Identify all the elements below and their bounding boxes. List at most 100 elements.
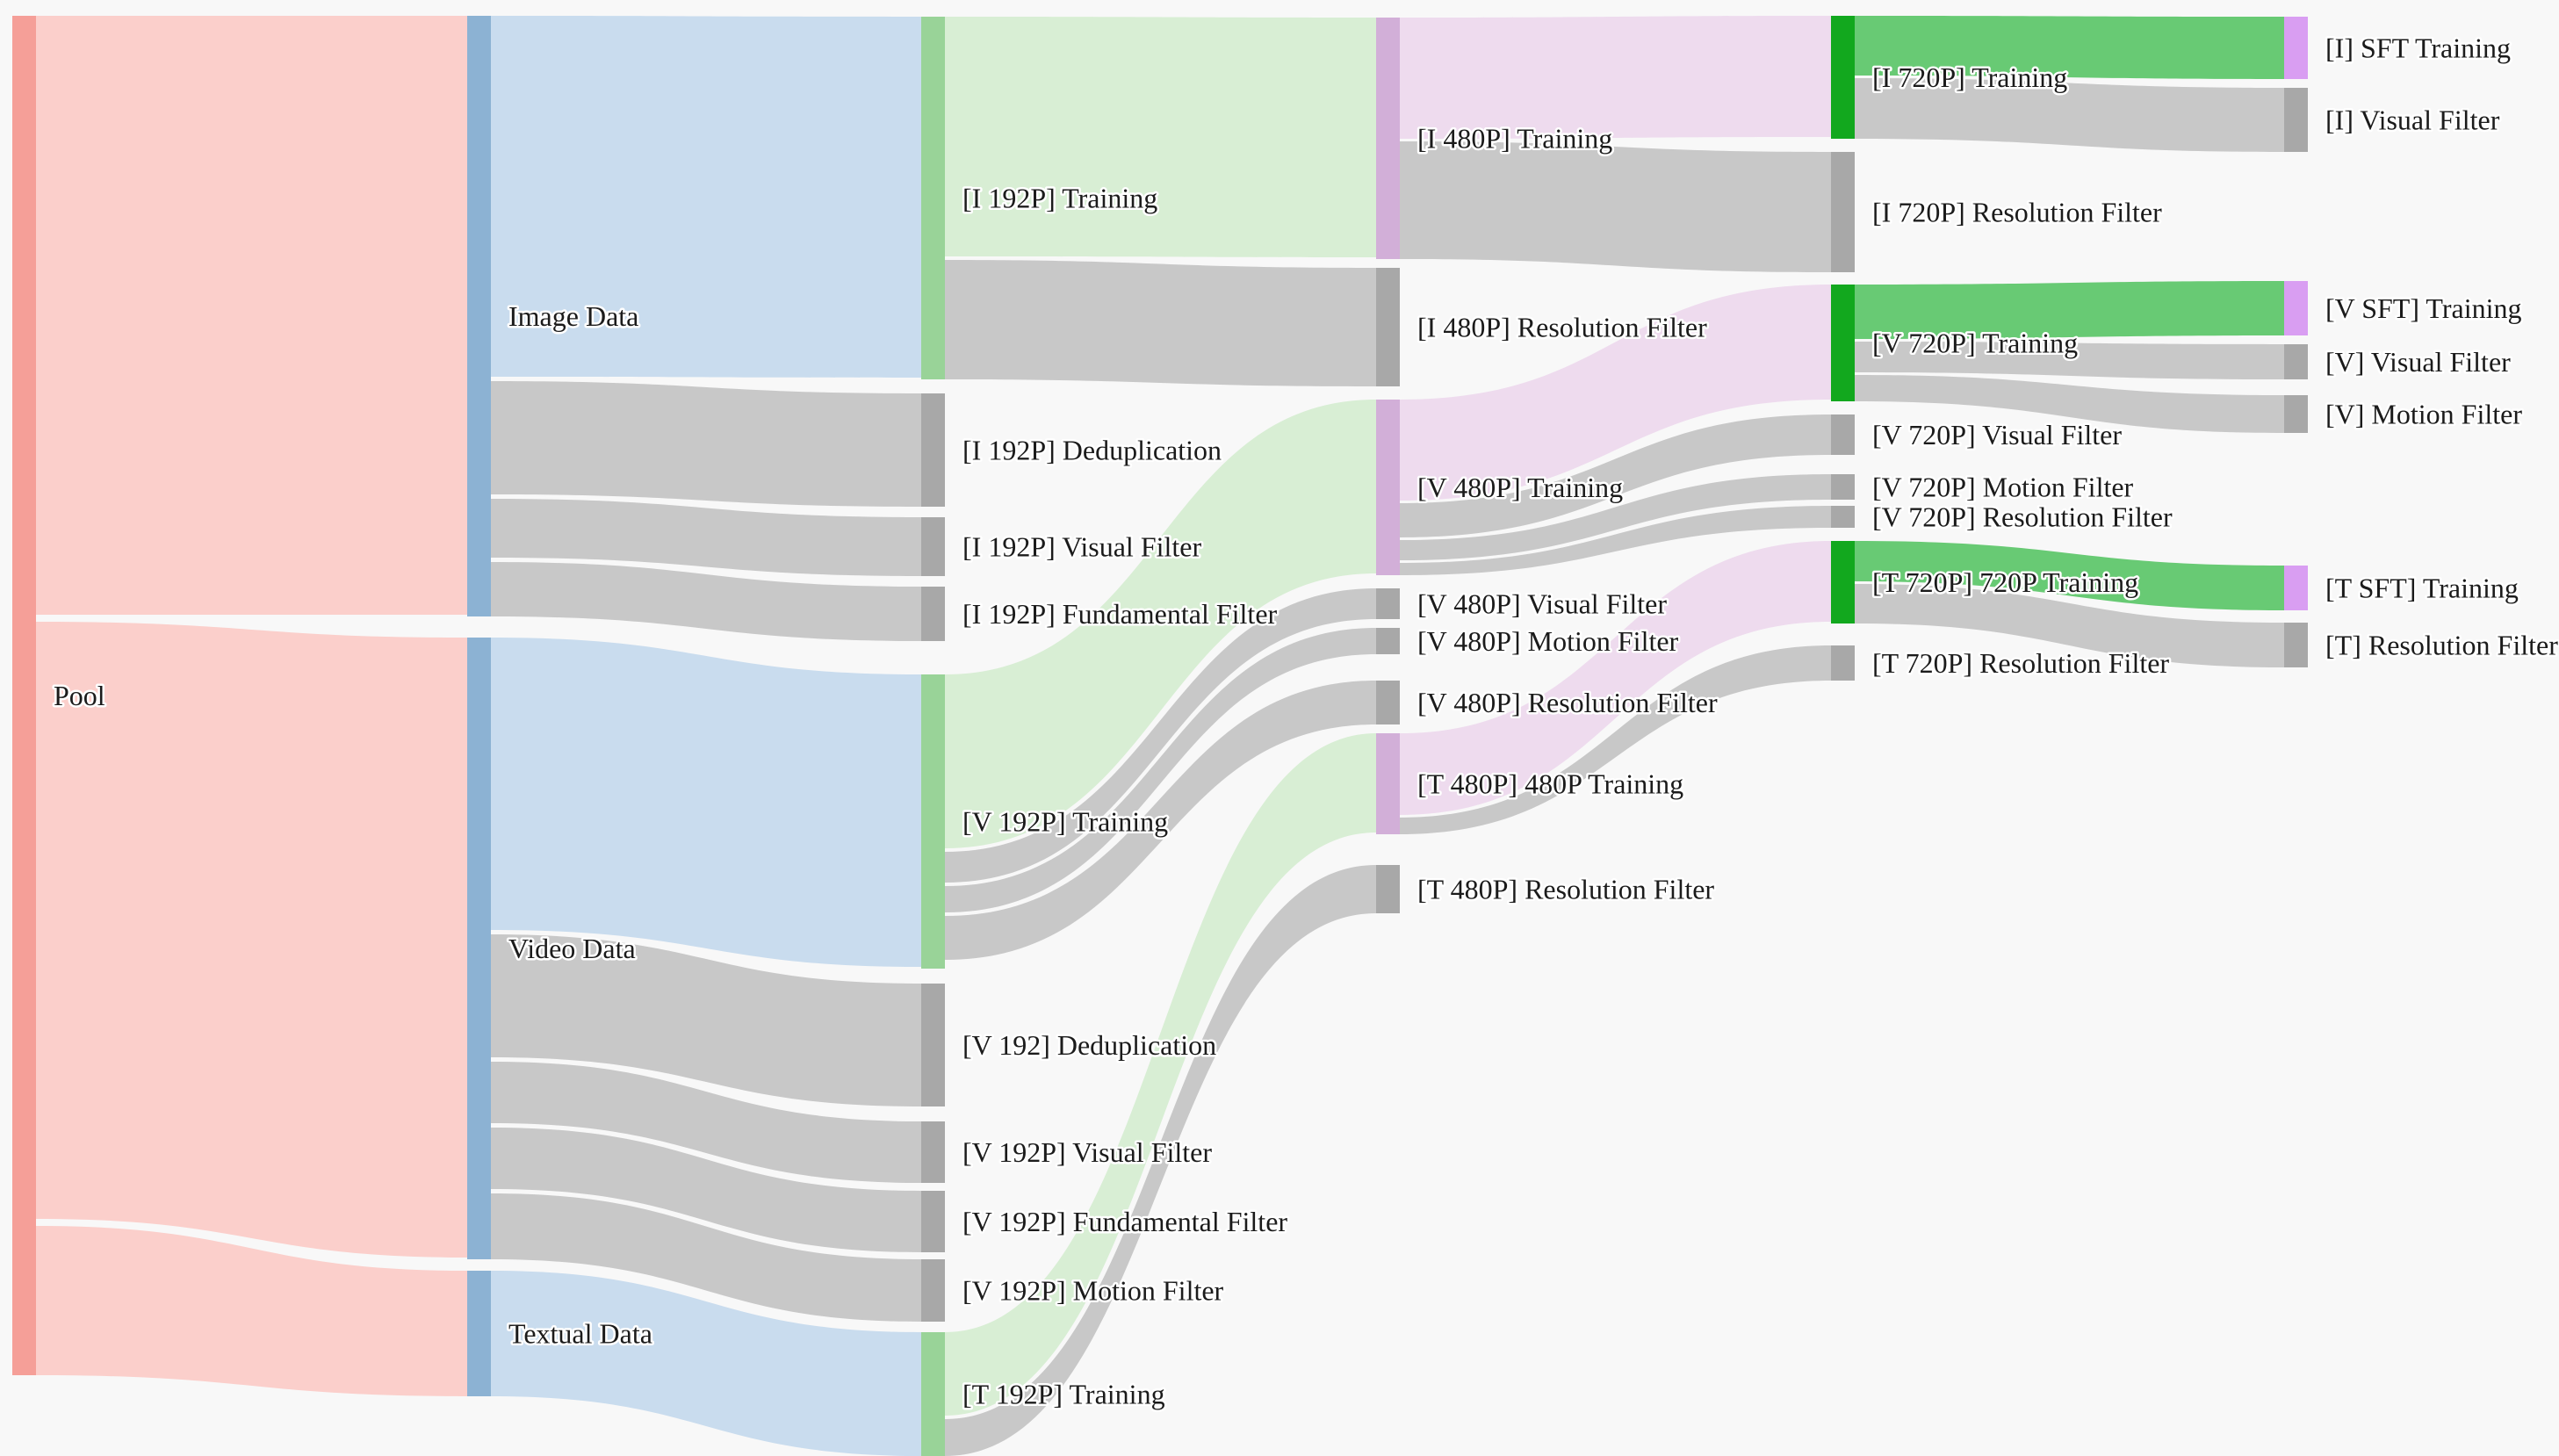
node-label-vsft: [V SFT] Training — [2325, 292, 2521, 324]
flow-image-to-i192vis — [491, 499, 921, 576]
node-vsft — [2284, 281, 2308, 335]
flow-t720train-to-tsft — [1855, 541, 2284, 610]
node-ivis — [2284, 88, 2308, 152]
node-label-image: Image Data — [508, 300, 638, 332]
node-image — [467, 16, 491, 616]
node-v720res — [1831, 506, 1855, 528]
node-video — [467, 638, 491, 1259]
flow-image-to-i192fund — [491, 562, 921, 641]
node-v192fund — [921, 1191, 945, 1252]
node-label-vmot: [V] Motion Filter — [2325, 399, 2522, 430]
node-v720vis — [1831, 414, 1855, 455]
node-label-v480vis: [V 480P] Visual Filter — [1417, 588, 1667, 620]
flow-pool-to-image — [36, 16, 467, 615]
node-label-v192vis: [V 192P] Visual Filter — [962, 1136, 1212, 1168]
node-vvis — [2284, 344, 2308, 379]
node-label-ivis: [I] Visual Filter — [2325, 105, 2500, 136]
node-v480res — [1376, 681, 1400, 724]
flow-t192train-to-t480train — [945, 733, 1376, 1416]
flow-v480train-to-v720train — [1400, 285, 1831, 501]
node-i192vis — [921, 517, 945, 576]
flow-i480train-to-i720train — [1400, 16, 1831, 139]
flow-video-to-v192mot — [491, 1193, 921, 1322]
node-i720res — [1831, 152, 1855, 272]
node-label-tres: [T] Resolution Filter — [2325, 630, 2558, 661]
node-label-v192fund: [V 192P] Fundamental Filter — [962, 1206, 1287, 1237]
flow-i192train-to-i480res — [945, 260, 1376, 386]
node-v720mot — [1831, 474, 1855, 500]
node-vmot — [2284, 395, 2308, 433]
flow-v192train-to-v480train — [945, 400, 1376, 848]
node-v192dedup — [921, 984, 945, 1106]
node-v192vis — [921, 1121, 945, 1183]
node-label-i192fund: [I 192P] Fundamental Filter — [962, 598, 1278, 630]
node-v192train — [921, 674, 945, 969]
flow-i480train-to-i720res — [1400, 141, 1831, 272]
node-label-t480res: [T 480P] Resolution Filter — [1417, 874, 1714, 905]
flow-pool-to-text — [36, 1226, 467, 1396]
node-label-i192train: [I 192P] Training — [962, 183, 1157, 214]
node-label-v192train: [V 192P] Training — [962, 806, 1168, 838]
node-i480res — [1376, 268, 1400, 386]
flow-v192train-to-v480mot — [945, 628, 1376, 912]
node-label-i720train: [I 720P] Training — [1872, 61, 2067, 93]
node-label-v192mot: [V 192P] Motion Filter — [962, 1275, 1224, 1307]
flow-text-to-t192train — [491, 1271, 921, 1456]
node-t480res — [1376, 865, 1400, 913]
node-label-i480res: [I 480P] Resolution Filter — [1417, 312, 1707, 343]
node-label-v480res: [V 480P] Resolution Filter — [1417, 687, 1718, 718]
flow-t720train-to-tres — [1855, 584, 2284, 667]
node-v480vis — [1376, 588, 1400, 619]
flow-v720train-to-vsft — [1855, 281, 2284, 339]
flow-t480train-to-t720train — [1400, 541, 1831, 815]
node-label-t720train: [T 720P] 720P Training — [1872, 566, 2138, 598]
node-label-v192dedup: [V 192] Deduplication — [962, 1029, 1216, 1061]
flow-v192train-to-v480res — [945, 681, 1376, 960]
flow-video-to-v192train — [491, 638, 921, 967]
flow-i192train-to-i480train — [945, 17, 1376, 257]
node-text — [467, 1271, 491, 1396]
flow-video-to-v192vis — [491, 1062, 921, 1183]
node-t720train — [1831, 541, 1855, 623]
node-i192dedup — [921, 393, 945, 507]
flow-i720train-to-ivis — [1855, 78, 2284, 152]
node-label-vvis: [V] Visual Filter — [2325, 346, 2511, 378]
node-label-t720res: [T 720P] Resolution Filter — [1872, 647, 2169, 679]
node-i480train — [1376, 18, 1400, 259]
node-label-v720mot: [V 720P] Motion Filter — [1872, 472, 2134, 503]
flow-pool-to-video — [36, 622, 467, 1258]
node-label-v720vis: [V 720P] Visual Filter — [1872, 419, 2122, 450]
node-t720res — [1831, 645, 1855, 681]
node-v480mot — [1376, 628, 1400, 654]
flow-t192train-to-t480res — [945, 865, 1376, 1456]
flow-v480train-to-v720vis — [1400, 414, 1831, 537]
node-label-v720train: [V 720P] Training — [1872, 328, 2078, 359]
node-t480train — [1376, 733, 1400, 834]
flow-v720train-to-vmot — [1855, 375, 2284, 433]
node-pool — [12, 16, 36, 1375]
flow-video-to-v192dedup — [491, 934, 921, 1106]
node-label-v480mot: [V 480P] Motion Filter — [1417, 625, 1679, 657]
flow-v720train-to-vvis — [1855, 342, 2284, 379]
flow-video-to-v192fund — [491, 1128, 921, 1252]
flow-image-to-i192dedup — [491, 381, 921, 507]
node-label-video: Video Data — [508, 933, 636, 964]
node-label-i480train: [I 480P] Training — [1417, 123, 1612, 155]
node-label-t480train: [T 480P] 480P Training — [1417, 768, 1683, 800]
node-label-v720res: [V 720P] Resolution Filter — [1872, 501, 2173, 533]
flow-v480train-to-v720res — [1400, 506, 1831, 575]
node-i720train — [1831, 16, 1855, 139]
flow-image-to-i192train — [491, 16, 921, 378]
node-i192fund — [921, 587, 945, 641]
flow-i720train-to-isft — [1855, 16, 2284, 79]
node-t192train — [921, 1332, 945, 1456]
node-label-i192dedup: [I 192P] Deduplication — [962, 435, 1222, 466]
node-tres — [2284, 623, 2308, 667]
node-v480train — [1376, 400, 1400, 575]
node-label-v480train: [V 480P] Training — [1417, 472, 1623, 503]
node-i192train — [921, 17, 945, 379]
node-label-tsft: [T SFT] Training — [2325, 573, 2519, 604]
node-label-isft: [I] SFT Training — [2325, 32, 2511, 64]
